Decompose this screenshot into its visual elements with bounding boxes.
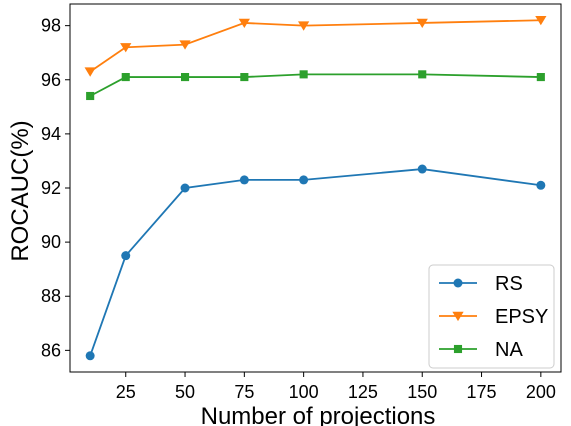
- x-tick-label: 150: [407, 382, 437, 402]
- data-point-epsy: [179, 40, 191, 50]
- data-point-epsy: [238, 18, 250, 29]
- data-point-rs: [239, 175, 249, 185]
- series-line-na: [89, 73, 541, 97]
- data-point-rs: [417, 164, 427, 174]
- legend-marker: [452, 311, 464, 322]
- data-point-rs: [85, 351, 95, 361]
- x-axis-title: Number of projections: [201, 403, 436, 426]
- data-point-na: [121, 73, 130, 82]
- x-tick-label: 75: [234, 382, 254, 402]
- y-tick-label: 90: [41, 232, 61, 252]
- y-tick-label: 86: [41, 340, 61, 360]
- data-point-rs: [121, 251, 131, 261]
- y-tick-label: 96: [41, 70, 61, 90]
- legend-item-rs: RS: [439, 273, 523, 295]
- data-point-rs: [299, 175, 309, 185]
- series-epsy: [84, 16, 547, 77]
- series-layer: [84, 16, 547, 361]
- data-point-epsy: [84, 67, 96, 77]
- x-tick-label: 200: [526, 382, 556, 402]
- data-point-epsy: [298, 21, 310, 31]
- x-tick-label: 50: [175, 382, 195, 402]
- y-tick-label: 88: [41, 286, 61, 306]
- legend-box: [428, 264, 555, 369]
- legend-item-epsy: EPSY: [439, 306, 548, 328]
- data-point-na: [180, 73, 190, 82]
- series-line-epsy: [89, 19, 541, 73]
- series-rs: [85, 164, 546, 361]
- legend-item-na: NA: [439, 339, 523, 361]
- legend: RS EPSY NA: [428, 264, 555, 369]
- data-point-na: [240, 73, 249, 82]
- data-point-epsy: [120, 43, 132, 53]
- data-point-rs: [180, 183, 190, 193]
- data-point-epsy: [535, 16, 547, 26]
- data-point-epsy: [416, 18, 428, 29]
- data-point-na: [418, 70, 427, 79]
- legend-label: RS: [495, 273, 523, 295]
- y-tick-label: 98: [41, 16, 61, 36]
- y-axis-title: ROCAUC(%): [7, 120, 34, 261]
- data-point-na: [536, 73, 545, 82]
- x-axis: 25 50 75 100 125 150 175 200: [116, 372, 556, 402]
- legend-marker: [453, 278, 463, 288]
- legend-label: EPSY: [495, 306, 548, 328]
- x-tick-label: 125: [348, 382, 378, 402]
- x-tick-label: 25: [116, 382, 136, 402]
- x-tick-label: 100: [289, 382, 319, 402]
- y-tick-label: 94: [41, 124, 61, 144]
- data-point-na: [86, 91, 95, 101]
- legend-marker: [453, 344, 463, 354]
- y-tick-label: 92: [41, 178, 61, 198]
- x-tick-label: 175: [467, 382, 497, 402]
- data-point-rs: [536, 180, 546, 190]
- series-na: [86, 70, 545, 101]
- y-axis: 86 88 90 92 94 96 98: [41, 16, 70, 360]
- legend-label: NA: [495, 339, 523, 361]
- data-point-na: [299, 70, 308, 79]
